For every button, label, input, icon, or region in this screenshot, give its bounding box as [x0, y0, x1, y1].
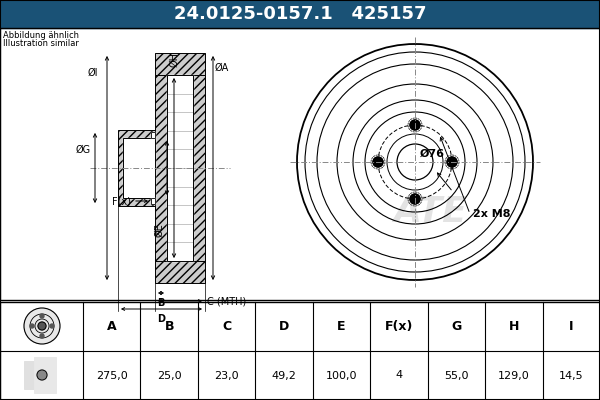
Circle shape [37, 370, 47, 380]
Text: ØG: ØG [76, 144, 91, 154]
Text: D: D [279, 320, 289, 333]
Circle shape [293, 40, 537, 284]
Bar [155, 53, 205, 75]
Text: 4: 4 [395, 370, 403, 380]
Bar [155, 75, 167, 261]
Text: G: G [451, 320, 461, 333]
Text: ØA: ØA [215, 63, 229, 73]
Bar [167, 75, 193, 261]
Text: ØE: ØE [154, 223, 164, 237]
Circle shape [40, 314, 44, 318]
Text: ØH: ØH [169, 52, 179, 67]
Circle shape [30, 324, 34, 328]
Bar [0, 302, 600, 400]
Text: 129,0: 129,0 [498, 370, 530, 380]
Text: 100,0: 100,0 [326, 370, 357, 380]
Bar [118, 130, 155, 206]
Text: C (MTH): C (MTH) [207, 296, 246, 306]
Circle shape [410, 120, 420, 130]
Text: 55,0: 55,0 [444, 370, 469, 380]
Text: F(x): F(x) [385, 320, 413, 333]
Text: E: E [337, 320, 346, 333]
Text: 2x M8: 2x M8 [473, 209, 511, 219]
Text: B: B [157, 298, 164, 308]
Circle shape [397, 144, 433, 180]
Text: B: B [164, 320, 174, 333]
Text: Ø76: Ø76 [420, 149, 445, 159]
Circle shape [40, 334, 44, 338]
Text: A: A [107, 320, 116, 333]
Text: 49,2: 49,2 [272, 370, 296, 380]
Text: Abbildung ähnlich: Abbildung ähnlich [3, 31, 79, 40]
Text: 23,0: 23,0 [214, 370, 239, 380]
Circle shape [410, 194, 420, 204]
Bar [34, 357, 56, 393]
Bar [151, 132, 155, 138]
Text: 24.0125-0157.1   425157: 24.0125-0157.1 425157 [174, 5, 426, 23]
Bar [0, 0, 600, 28]
Bar [24, 361, 34, 389]
Bar [0, 28, 600, 300]
Text: I: I [569, 320, 574, 333]
Text: 275,0: 275,0 [96, 370, 128, 380]
Bar [0, 302, 600, 400]
Text: 25,0: 25,0 [157, 370, 181, 380]
Text: F(x): F(x) [112, 196, 131, 206]
Text: 14,5: 14,5 [559, 370, 584, 380]
Bar [123, 138, 155, 198]
Circle shape [38, 322, 46, 330]
Text: ATE: ATE [393, 195, 467, 229]
Text: ØI: ØI [88, 68, 98, 78]
Text: C: C [222, 320, 231, 333]
Circle shape [447, 157, 457, 167]
Text: Illustration similar: Illustration similar [3, 39, 79, 48]
Bar [155, 261, 205, 283]
Bar [123, 138, 155, 198]
Text: H: H [509, 320, 519, 333]
Bar [167, 75, 193, 261]
Text: D: D [157, 314, 166, 324]
Bar [151, 198, 155, 204]
Bar [0, 28, 600, 300]
Circle shape [24, 308, 60, 344]
Bar [193, 75, 205, 261]
Bar [151, 132, 155, 138]
Circle shape [50, 324, 54, 328]
Circle shape [373, 157, 383, 167]
Bar [151, 198, 155, 204]
